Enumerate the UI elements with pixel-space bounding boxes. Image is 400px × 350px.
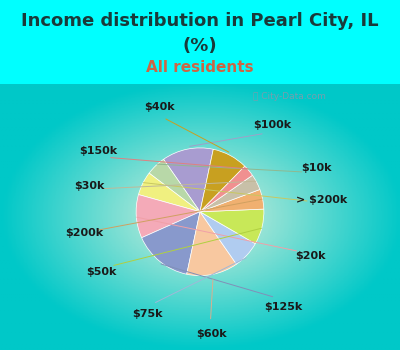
Wedge shape: [164, 148, 213, 212]
Text: $20k: $20k: [295, 251, 326, 261]
Text: $100k: $100k: [253, 120, 291, 130]
Wedge shape: [136, 195, 200, 238]
Wedge shape: [200, 166, 252, 212]
Wedge shape: [138, 173, 200, 212]
Text: $10k: $10k: [301, 163, 331, 173]
Text: $40k: $40k: [144, 102, 175, 112]
Text: $30k: $30k: [74, 181, 105, 191]
Wedge shape: [200, 175, 260, 212]
Wedge shape: [149, 159, 200, 212]
Text: $60k: $60k: [196, 329, 227, 339]
Text: All residents: All residents: [146, 60, 254, 75]
Wedge shape: [200, 209, 264, 244]
Wedge shape: [142, 212, 200, 274]
Text: $50k: $50k: [86, 267, 116, 277]
Text: > $200k: > $200k: [296, 195, 348, 205]
Text: $150k: $150k: [79, 146, 117, 156]
Wedge shape: [200, 212, 255, 264]
Wedge shape: [200, 189, 264, 212]
Wedge shape: [187, 212, 236, 275]
Text: $125k: $125k: [264, 302, 303, 312]
Text: ⓘ City-Data.com: ⓘ City-Data.com: [252, 92, 326, 101]
Wedge shape: [200, 149, 245, 212]
Text: (%): (%): [183, 37, 217, 55]
Text: Income distribution in Pearl City, IL: Income distribution in Pearl City, IL: [21, 12, 379, 30]
Text: $200k: $200k: [65, 228, 103, 238]
Text: $75k: $75k: [132, 309, 163, 319]
